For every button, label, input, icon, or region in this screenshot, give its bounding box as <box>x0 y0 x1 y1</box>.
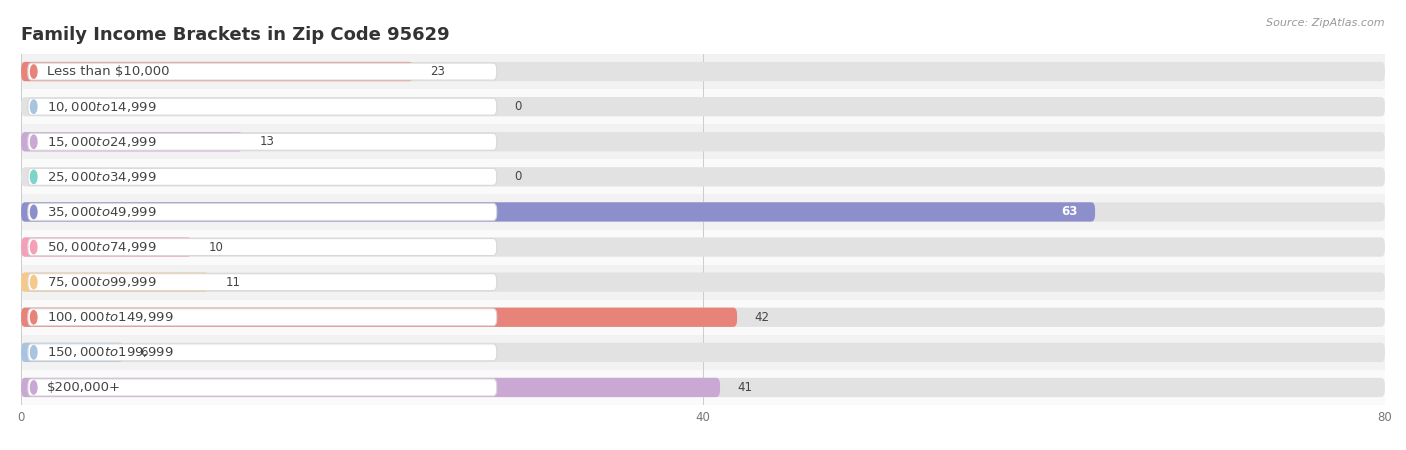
FancyBboxPatch shape <box>28 133 496 150</box>
Text: 42: 42 <box>754 311 769 324</box>
Text: 6: 6 <box>141 346 148 359</box>
Circle shape <box>31 275 37 289</box>
FancyBboxPatch shape <box>28 379 496 396</box>
FancyBboxPatch shape <box>28 63 496 80</box>
FancyBboxPatch shape <box>21 202 1385 221</box>
FancyBboxPatch shape <box>28 344 496 361</box>
Circle shape <box>31 381 37 394</box>
Circle shape <box>31 170 37 184</box>
Text: Less than $10,000: Less than $10,000 <box>48 65 170 78</box>
Text: 10: 10 <box>208 241 224 253</box>
Circle shape <box>31 310 37 324</box>
Text: 63: 63 <box>1062 206 1078 218</box>
Text: $10,000 to $14,999: $10,000 to $14,999 <box>48 99 157 114</box>
FancyBboxPatch shape <box>21 97 1385 116</box>
Bar <box>21 89 1385 124</box>
Circle shape <box>31 205 37 219</box>
Bar <box>21 194 1385 230</box>
FancyBboxPatch shape <box>21 343 1385 362</box>
FancyBboxPatch shape <box>21 378 720 397</box>
FancyBboxPatch shape <box>28 309 496 326</box>
Bar <box>21 300 1385 335</box>
Text: 11: 11 <box>226 276 240 288</box>
FancyBboxPatch shape <box>28 274 496 291</box>
FancyBboxPatch shape <box>21 62 1385 81</box>
FancyBboxPatch shape <box>28 203 496 220</box>
Text: 0: 0 <box>513 171 522 183</box>
Text: $150,000 to $199,999: $150,000 to $199,999 <box>48 345 174 360</box>
FancyBboxPatch shape <box>28 238 496 256</box>
Text: Source: ZipAtlas.com: Source: ZipAtlas.com <box>1267 18 1385 28</box>
FancyBboxPatch shape <box>21 343 124 362</box>
FancyBboxPatch shape <box>28 98 496 115</box>
Text: $100,000 to $149,999: $100,000 to $149,999 <box>48 310 174 324</box>
FancyBboxPatch shape <box>21 132 1385 151</box>
FancyBboxPatch shape <box>21 378 1385 397</box>
Circle shape <box>31 135 37 148</box>
FancyBboxPatch shape <box>21 167 1385 186</box>
FancyBboxPatch shape <box>21 308 737 327</box>
Circle shape <box>31 100 37 113</box>
FancyBboxPatch shape <box>21 273 1385 292</box>
Circle shape <box>31 65 37 78</box>
FancyBboxPatch shape <box>21 62 413 81</box>
Text: $25,000 to $34,999: $25,000 to $34,999 <box>48 170 157 184</box>
Bar <box>21 265 1385 300</box>
Bar <box>21 370 1385 405</box>
Bar <box>21 54 1385 89</box>
Bar <box>21 124 1385 159</box>
Bar <box>21 335 1385 370</box>
FancyBboxPatch shape <box>21 202 1095 221</box>
Text: 13: 13 <box>260 135 274 148</box>
FancyBboxPatch shape <box>21 238 1385 256</box>
Circle shape <box>31 346 37 359</box>
Text: $200,000+: $200,000+ <box>48 381 121 394</box>
Text: 23: 23 <box>430 65 446 78</box>
FancyBboxPatch shape <box>28 168 496 185</box>
FancyBboxPatch shape <box>21 238 191 256</box>
Text: $50,000 to $74,999: $50,000 to $74,999 <box>48 240 157 254</box>
FancyBboxPatch shape <box>21 308 1385 327</box>
Circle shape <box>31 240 37 254</box>
Text: 41: 41 <box>737 381 752 394</box>
Text: Family Income Brackets in Zip Code 95629: Family Income Brackets in Zip Code 95629 <box>21 26 450 44</box>
FancyBboxPatch shape <box>21 273 208 292</box>
Bar <box>21 230 1385 265</box>
FancyBboxPatch shape <box>21 132 243 151</box>
Text: 0: 0 <box>513 100 522 113</box>
Text: $35,000 to $49,999: $35,000 to $49,999 <box>48 205 157 219</box>
Text: $75,000 to $99,999: $75,000 to $99,999 <box>48 275 157 289</box>
Bar <box>21 159 1385 194</box>
Text: $15,000 to $24,999: $15,000 to $24,999 <box>48 135 157 149</box>
